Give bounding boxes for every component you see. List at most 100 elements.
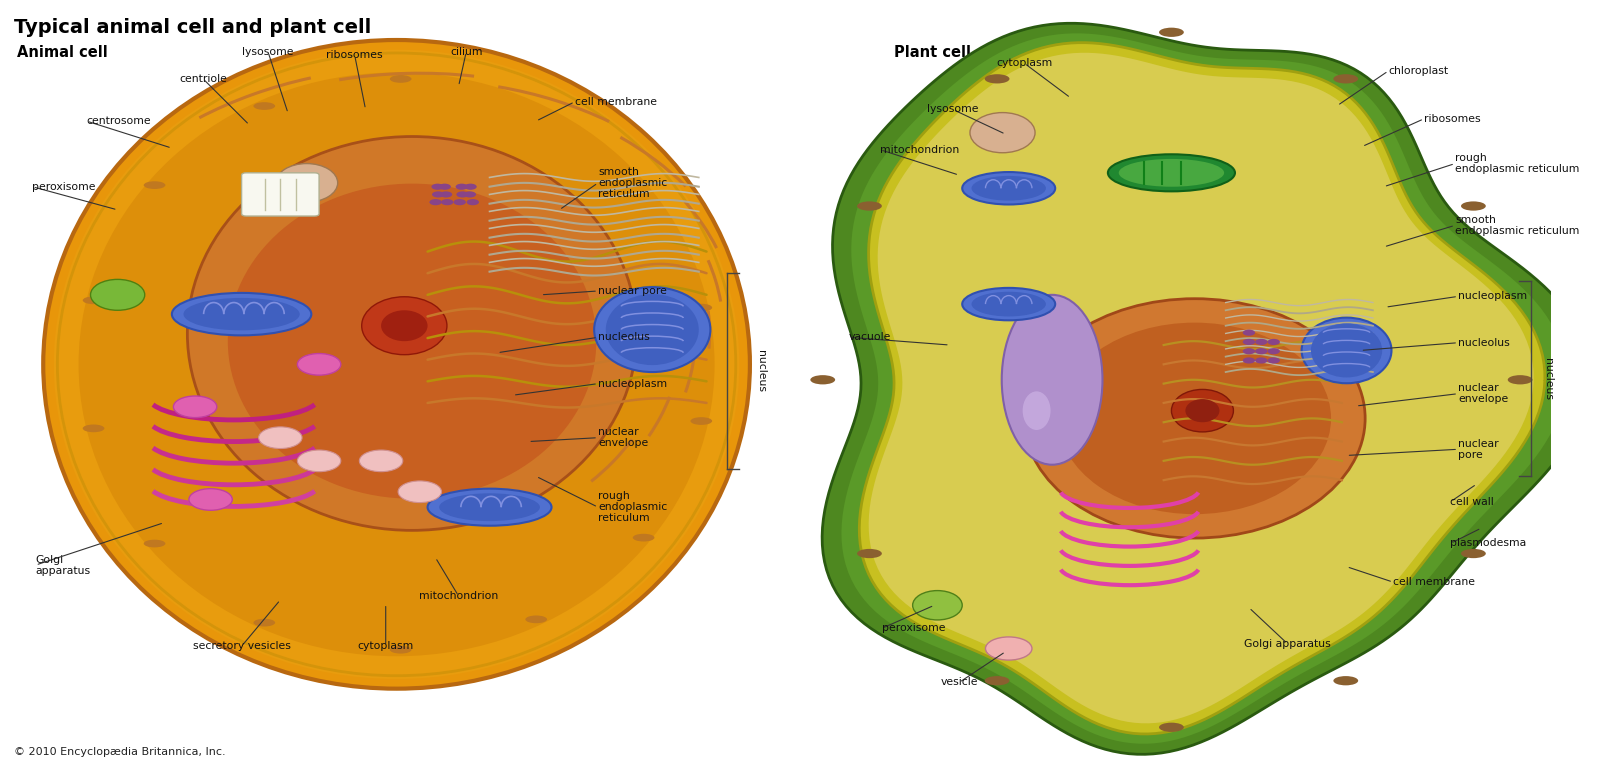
Polygon shape <box>859 43 1546 734</box>
Circle shape <box>456 184 467 190</box>
Circle shape <box>1254 348 1267 354</box>
Ellipse shape <box>362 297 446 355</box>
Ellipse shape <box>1461 202 1486 211</box>
Text: smooth
endoplasmic
reticulum: smooth endoplasmic reticulum <box>598 167 667 198</box>
Ellipse shape <box>438 494 539 521</box>
Ellipse shape <box>525 615 547 623</box>
Text: rough
endoplasmic reticulum: rough endoplasmic reticulum <box>1454 153 1579 174</box>
Ellipse shape <box>1461 549 1486 558</box>
Text: centriole: centriole <box>179 74 227 84</box>
Text: peroxisome: peroxisome <box>882 623 946 633</box>
Text: Golgi
apparatus: Golgi apparatus <box>35 555 91 576</box>
Circle shape <box>438 184 451 190</box>
Ellipse shape <box>962 288 1056 320</box>
Ellipse shape <box>1171 389 1234 432</box>
Circle shape <box>432 184 443 190</box>
Text: lysosome: lysosome <box>926 105 979 115</box>
Circle shape <box>1243 348 1254 354</box>
FancyBboxPatch shape <box>242 173 318 216</box>
Ellipse shape <box>986 637 1032 660</box>
Ellipse shape <box>962 172 1056 205</box>
Text: nuclear
pore: nuclear pore <box>1458 439 1499 460</box>
Circle shape <box>456 191 469 198</box>
Ellipse shape <box>858 202 882 211</box>
Text: Golgi apparatus: Golgi apparatus <box>1245 639 1331 649</box>
Ellipse shape <box>984 74 1010 84</box>
Ellipse shape <box>1310 323 1382 377</box>
Ellipse shape <box>1507 375 1533 384</box>
Text: cell membrane: cell membrane <box>1394 577 1475 587</box>
Circle shape <box>189 489 232 510</box>
Circle shape <box>1243 339 1254 345</box>
Circle shape <box>429 199 442 205</box>
Text: lysosome: lysosome <box>242 46 294 57</box>
Circle shape <box>464 191 477 198</box>
Polygon shape <box>842 33 1566 744</box>
Polygon shape <box>822 23 1589 754</box>
Ellipse shape <box>606 294 699 365</box>
Circle shape <box>464 184 477 190</box>
Ellipse shape <box>144 181 165 189</box>
Circle shape <box>298 353 341 375</box>
Ellipse shape <box>253 618 275 626</box>
Circle shape <box>1267 339 1280 345</box>
Text: peroxisome: peroxisome <box>32 181 96 191</box>
Circle shape <box>432 191 445 198</box>
Ellipse shape <box>1058 322 1331 514</box>
Ellipse shape <box>381 310 427 341</box>
Text: nucleoplasm: nucleoplasm <box>598 379 667 388</box>
Circle shape <box>298 450 341 472</box>
Text: chloroplast: chloroplast <box>1389 66 1448 76</box>
Ellipse shape <box>83 425 104 432</box>
Ellipse shape <box>970 112 1035 153</box>
Ellipse shape <box>1333 74 1358 84</box>
Ellipse shape <box>858 549 882 558</box>
Text: mitochondrion: mitochondrion <box>880 145 960 155</box>
Text: Animal cell: Animal cell <box>18 45 107 60</box>
Text: secretory vesicles: secretory vesicles <box>192 641 291 651</box>
Ellipse shape <box>691 304 712 312</box>
Circle shape <box>173 396 218 418</box>
Text: nucleus: nucleus <box>755 350 766 392</box>
Circle shape <box>1243 357 1254 363</box>
Ellipse shape <box>54 50 739 679</box>
Ellipse shape <box>83 297 104 304</box>
Text: mitochondrion: mitochondrion <box>419 591 498 601</box>
Text: nucleoplasm: nucleoplasm <box>1458 291 1528 301</box>
Ellipse shape <box>810 375 835 384</box>
Ellipse shape <box>227 184 597 498</box>
Ellipse shape <box>632 534 654 542</box>
Ellipse shape <box>144 539 165 547</box>
Ellipse shape <box>390 646 411 653</box>
Ellipse shape <box>1118 159 1224 187</box>
Text: cytoplasm: cytoplasm <box>357 641 414 651</box>
Ellipse shape <box>971 291 1046 316</box>
Ellipse shape <box>427 489 552 525</box>
Ellipse shape <box>971 176 1046 201</box>
Ellipse shape <box>1333 676 1358 685</box>
Ellipse shape <box>1024 298 1365 538</box>
Ellipse shape <box>1302 318 1392 384</box>
Ellipse shape <box>1002 294 1102 465</box>
Text: cell wall: cell wall <box>1450 497 1494 507</box>
Text: cilium: cilium <box>450 46 483 57</box>
Text: nuclear pore: nuclear pore <box>598 286 667 296</box>
Circle shape <box>1254 357 1267 363</box>
Ellipse shape <box>43 40 750 689</box>
Circle shape <box>1267 348 1280 354</box>
Text: ribosomes: ribosomes <box>1424 114 1480 124</box>
Circle shape <box>360 450 403 472</box>
Text: cell membrane: cell membrane <box>574 97 656 107</box>
Ellipse shape <box>1107 154 1235 191</box>
Ellipse shape <box>171 293 312 336</box>
Ellipse shape <box>984 676 1010 685</box>
Circle shape <box>1254 339 1267 345</box>
Ellipse shape <box>78 72 715 656</box>
Ellipse shape <box>1186 399 1219 422</box>
Text: nucleolus: nucleolus <box>1458 338 1510 348</box>
Text: © 2010 Encyclopædia Britannica, Inc.: © 2010 Encyclopædia Britannica, Inc. <box>14 746 226 756</box>
Text: vacuole: vacuole <box>850 332 891 343</box>
Ellipse shape <box>912 591 962 620</box>
Text: centrosome: centrosome <box>86 116 152 126</box>
Ellipse shape <box>91 280 144 310</box>
